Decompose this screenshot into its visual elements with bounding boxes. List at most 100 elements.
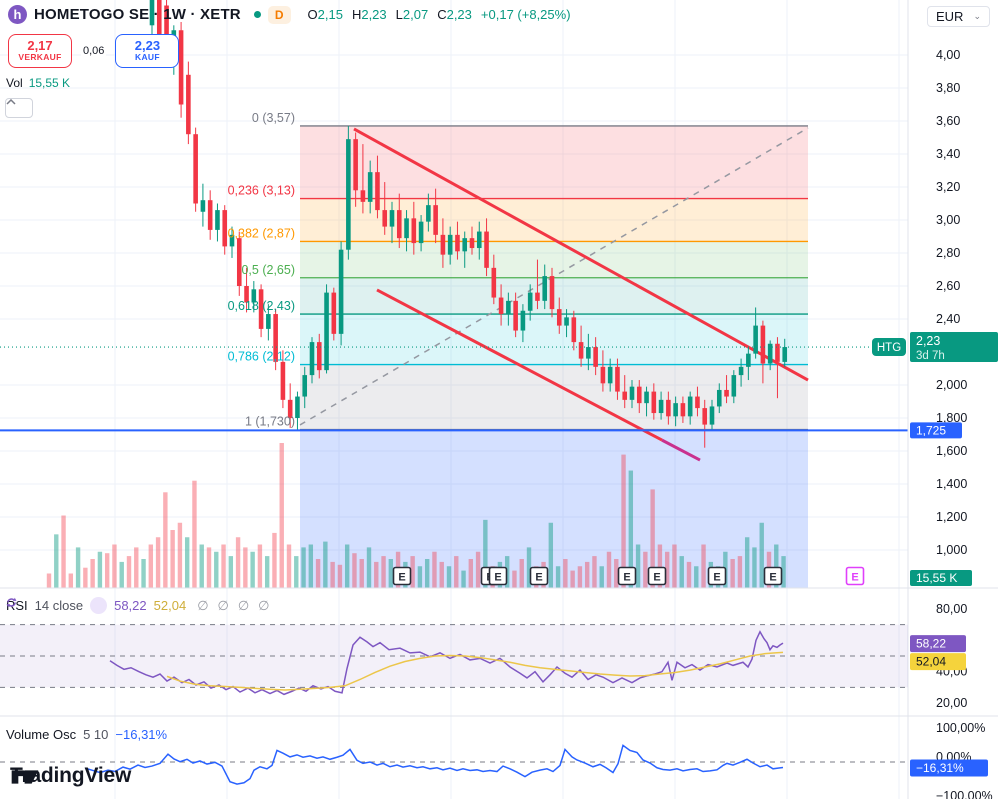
trend-lines (299, 127, 809, 462)
rsi-title: RSI (6, 598, 28, 613)
spread-value: 0,06 (81, 44, 107, 58)
svg-text:−16,31%: −16,31% (916, 761, 964, 775)
symbol-title[interactable]: HOMETOGO SE · 1W · XETR (34, 6, 241, 23)
chart-legend-toolbar: h HOMETOGO SE · 1W · XETR D O2,15 H2,23 … (8, 5, 571, 24)
price-lines (0, 346, 908, 432)
svg-text:E: E (535, 572, 542, 584)
currency-selector[interactable]: EUR ⌄ (927, 6, 990, 27)
collapse-panel-button[interactable] (5, 98, 33, 118)
svg-text:0,5 (2,65): 0,5 (2,65) (241, 263, 295, 277)
symbol-logo[interactable]: h (8, 5, 27, 24)
volume-title: Vol (6, 76, 23, 90)
svg-text:E: E (623, 572, 630, 584)
chevron-down-icon: ⌄ (973, 11, 981, 21)
volume-osc-pane (0, 744, 908, 785)
buy-label: KAUF (135, 52, 160, 63)
svg-text:−100,00%: −100,00% (936, 789, 993, 799)
tradingview-logo[interactable]: TradingView (10, 764, 131, 788)
tradingview-mark-icon (11, 770, 39, 784)
svg-text:0,382 (2,87): 0,382 (2,87) (228, 226, 295, 240)
rsi-value: 58,22 (114, 598, 147, 613)
sell-label: VERKAUF (18, 52, 62, 63)
svg-text:E: E (769, 572, 776, 584)
volume-value: 15,55 K (28, 76, 71, 90)
volume-legend: Vol 15,55 K (6, 76, 70, 90)
svg-text:3,60: 3,60 (936, 114, 960, 128)
close-value: 2,23 (446, 7, 472, 22)
rsi-ma-value: 52,04 (153, 598, 187, 613)
rsi-empty-slots: ∅∅∅∅ (197, 597, 279, 613)
svg-text:1,400: 1,400 (936, 477, 967, 491)
svg-text:E: E (494, 572, 501, 584)
tradingview-wordmark: TradingView (10, 764, 132, 787)
grid-lines (0, 0, 908, 799)
svg-text:100,00%: 100,00% (936, 721, 985, 735)
rsi-indicator-header[interactable]: RSI 14 close 58,22 52,04 ∅∅∅∅ (6, 597, 278, 614)
svg-text:52,04: 52,04 (916, 655, 946, 669)
svg-text:3,80: 3,80 (936, 81, 960, 95)
svg-text:0,618 (2,43): 0,618 (2,43) (228, 299, 295, 313)
svg-text:2,23: 2,23 (916, 334, 940, 348)
svg-text:2,000: 2,000 (936, 378, 967, 392)
svg-text:58,22: 58,22 (916, 637, 946, 651)
svg-text:E: E (653, 572, 660, 584)
svg-text:1,600: 1,600 (936, 444, 967, 458)
svg-text:2,80: 2,80 (936, 246, 960, 260)
interval-badge[interactable]: D (267, 5, 291, 24)
refresh-icon[interactable] (6, 597, 108, 614)
volume-osc-title: Volume Osc (6, 727, 77, 742)
low-value: 2,07 (402, 7, 429, 22)
svg-text:1,000: 1,000 (936, 543, 967, 557)
open-value: 2,15 (317, 7, 343, 22)
svg-text:20,00: 20,00 (936, 696, 967, 710)
fibonacci-labels: 0 (3,57) 0,236 (3,13) 0,382 (2,87) 0,5 (2,6… (228, 111, 295, 429)
svg-text:1 (1,730): 1 (1,730) (245, 415, 295, 429)
high-label: H (351, 7, 362, 22)
svg-text:2,60: 2,60 (936, 279, 960, 293)
buy-price: 2,23 (134, 38, 161, 54)
svg-text:0 (3,57): 0 (3,57) (252, 111, 295, 125)
svg-text:4,00: 4,00 (936, 48, 960, 62)
trade-panel: 2,17 VERKAUF 0,06 2,23 KAUF (8, 34, 180, 68)
axis-value-boxes: HTG 2,23 3d 7h 1,725 15,55 K 58,22 52,04 −16,31… (872, 332, 998, 777)
sell-button[interactable]: 2,17 VERKAUF (8, 34, 72, 68)
currency-label: EUR (936, 9, 964, 24)
buy-button[interactable]: 2,23 KAUF (115, 34, 180, 68)
svg-text:E: E (398, 572, 405, 584)
volume-osc-params: 5 10 (83, 727, 109, 742)
svg-text:1,200: 1,200 (936, 510, 967, 524)
svg-text:2,40: 2,40 (936, 312, 960, 326)
svg-text:1,725: 1,725 (916, 423, 946, 437)
rsi-pane (0, 624, 908, 696)
svg-text:1,800: 1,800 (936, 411, 967, 425)
svg-text:E: E (713, 572, 720, 584)
high-value: 2,23 (361, 7, 387, 22)
svg-text:15,55 K: 15,55 K (916, 571, 957, 585)
volume-osc-value: −16,31% (115, 727, 168, 742)
earnings-markers[interactable]: EEEEEEEEE (392, 566, 865, 586)
close-label: C (437, 7, 447, 22)
svg-text:3,40: 3,40 (936, 147, 960, 161)
svg-text:0,236 (3,13): 0,236 (3,13) (228, 184, 295, 198)
change-value: +0,17 (+8,25%) (480, 7, 571, 22)
svg-text:E: E (851, 572, 858, 584)
price-axis-labels: 4,00 3,80 3,60 3,40 3,20 3,00 2,80 2,60 2,40 2,00… (936, 48, 993, 799)
low-label: L (395, 7, 403, 22)
svg-text:0,786 (2,12): 0,786 (2,12) (228, 350, 295, 364)
market-status-dot-icon (253, 11, 261, 18)
rsi-params: 14 close (34, 598, 84, 613)
svg-text:3,20: 3,20 (936, 180, 960, 194)
volume-osc-indicator-header[interactable]: Volume Osc 5 10 −16,31% (6, 727, 167, 742)
candlesticks (149, 0, 788, 448)
svg-text:3d 7h: 3d 7h (916, 350, 945, 362)
sell-price: 2,17 (27, 38, 53, 54)
svg-text:3,00: 3,00 (936, 213, 960, 227)
svg-text:HTG: HTG (877, 342, 901, 354)
open-label: O (307, 7, 318, 22)
chevron-up-icon (6, 99, 16, 105)
ohlc-values: O2,15 H2,23 L2,07 C2,23 +0,17 (+8,25%) (308, 7, 571, 22)
svg-text:80,00: 80,00 (936, 602, 967, 616)
